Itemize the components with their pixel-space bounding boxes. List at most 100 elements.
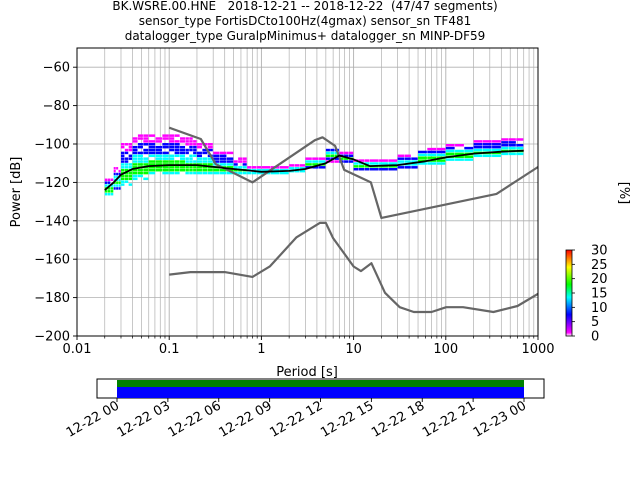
- histogram-cell: [516, 138, 524, 141]
- histogram-cell: [113, 187, 116, 190]
- coverage-tick-label: 12-22 00: [64, 398, 122, 440]
- x-tick-label: 0.1: [159, 342, 180, 357]
- histogram-cell: [251, 171, 257, 175]
- histogram-cell: [247, 171, 252, 175]
- histogram-cell: [148, 154, 156, 158]
- histogram-cell: [143, 151, 149, 155]
- histogram-cell: [180, 137, 186, 140]
- histogram-cell: [137, 157, 143, 160]
- y-axis-label: Power [dB]: [9, 157, 24, 228]
- histogram-cell: [174, 140, 180, 143]
- histogram-cell: [501, 146, 509, 150]
- histogram-cell: [120, 180, 125, 183]
- histogram-cell: [330, 154, 335, 158]
- histogram-cell: [418, 162, 427, 165]
- coverage-tick-label: 12-22 12: [267, 398, 325, 440]
- histogram-cell: [508, 144, 516, 147]
- y-tick-label: −80: [43, 99, 70, 114]
- histogram-cell: [124, 168, 129, 172]
- histogram-cell: [508, 141, 516, 144]
- histogram-cell: [132, 160, 138, 163]
- histogram-cell: [180, 168, 186, 172]
- histogram-cell: [369, 168, 379, 171]
- histogram-cell: [143, 148, 149, 152]
- histogram-cell: [404, 154, 411, 158]
- histogram-cell: [185, 143, 189, 146]
- histogram-cell: [270, 168, 280, 172]
- y-tick-label: −200: [34, 330, 70, 345]
- histogram-cell: [180, 140, 186, 143]
- histogram-cell: [344, 160, 349, 163]
- histogram-cell: [189, 148, 193, 152]
- histogram-cell: [213, 154, 220, 158]
- coverage-gap-free-bar: [117, 380, 524, 387]
- histogram-cell: [388, 162, 398, 165]
- coverage-tick-label: 12-23 00: [471, 398, 529, 440]
- histogram-cell: [508, 138, 516, 141]
- histogram-cell: [155, 148, 162, 152]
- histogram-cell: [124, 160, 129, 163]
- histogram-cell: [207, 168, 213, 172]
- histogram-cell: [404, 160, 411, 163]
- y-tick-label: −100: [34, 138, 70, 153]
- histogram-cell: [427, 162, 437, 165]
- histogram-cell: [116, 167, 119, 170]
- histogram-cell: [110, 190, 114, 193]
- y-axis-ticks: −60 −80 −100 −120 −140 −160 −180 −200: [34, 61, 77, 345]
- histogram-cell: [113, 181, 116, 184]
- plot-frame: [76, 47, 539, 337]
- histogram-cell: [482, 154, 492, 158]
- histogram-cell: [193, 148, 197, 152]
- histogram-cell: [193, 166, 197, 169]
- histogram-cell: [404, 166, 411, 169]
- histogram-cell: [330, 148, 335, 152]
- histogram-cell: [143, 168, 149, 172]
- histogram-cell: [294, 169, 300, 173]
- histogram-cell: [348, 154, 354, 158]
- histogram-cell: [427, 147, 437, 151]
- histogram-cell: [118, 187, 121, 190]
- histogram-cell: [104, 184, 108, 187]
- histogram-cell: [116, 181, 119, 184]
- histogram-cell: [256, 166, 261, 169]
- histogram-cell: [202, 168, 208, 172]
- histogram-cell: [174, 134, 180, 137]
- histogram-cell: [359, 168, 365, 171]
- histogram-cell: [202, 148, 208, 152]
- histogram-cell: [251, 166, 257, 169]
- histogram-cell: [418, 150, 427, 154]
- histogram-cell: [445, 149, 455, 153]
- histogram-cell: [169, 166, 175, 169]
- histogram-cell: [388, 168, 398, 171]
- histogram-cell: [169, 168, 175, 172]
- histogram-cell: [137, 154, 143, 158]
- histogram-cell: [148, 140, 156, 143]
- histogram-cell: [196, 163, 202, 166]
- histogram-cell: [464, 155, 474, 158]
- histogram-cell: [118, 172, 121, 176]
- histogram-cell: [233, 168, 238, 172]
- histogram-cell: [113, 167, 116, 170]
- model-curves: [104, 126, 538, 314]
- histogram-cell: [289, 164, 295, 167]
- histogram-cell: [110, 187, 114, 190]
- histogram-cell: [220, 154, 227, 158]
- mean-psd-line: [104, 149, 524, 191]
- histogram-cell: [132, 177, 138, 181]
- histogram-cell: [107, 178, 111, 182]
- histogram-cell: [148, 171, 156, 175]
- histogram-cell: [473, 148, 483, 152]
- histogram-cell: [155, 154, 162, 158]
- histogram-cell: [213, 171, 220, 175]
- histogram-cell: [120, 157, 125, 160]
- histogram-cell: [132, 157, 138, 160]
- histogram-cell: [180, 160, 186, 163]
- histogram-cell: [120, 177, 125, 181]
- colorbar-tick-label: 25: [591, 258, 608, 273]
- histogram-cell: [473, 143, 483, 146]
- histogram-cell: [180, 145, 186, 149]
- histogram-cell: [162, 143, 169, 146]
- histogram-cell: [492, 154, 501, 158]
- histogram-cell: [124, 177, 129, 181]
- histogram-cell: [107, 190, 111, 193]
